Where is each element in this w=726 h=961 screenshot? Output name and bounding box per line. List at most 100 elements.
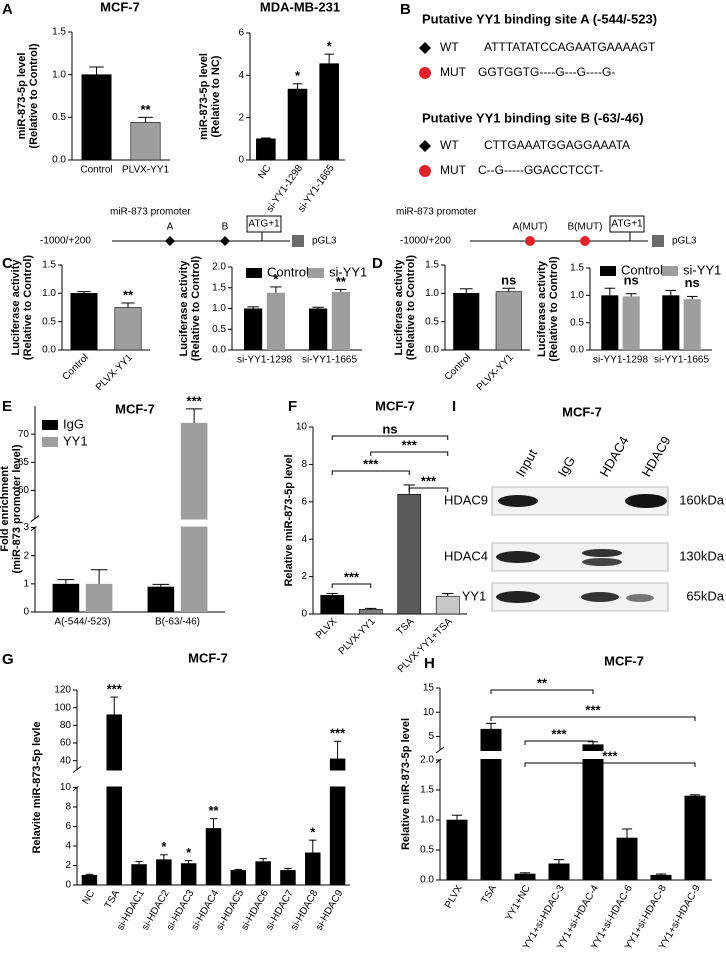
- y-tick-label: 0.5: [42, 316, 56, 327]
- lane-label: HDAC4: [597, 434, 632, 480]
- x-tick-label: si-YY1-1665: [654, 355, 709, 366]
- y-tick-label: 2.0: [420, 755, 434, 766]
- bar: [147, 586, 175, 612]
- vector-label: pGL3: [312, 236, 337, 247]
- bar: [130, 122, 161, 161]
- significance-label: *: [295, 68, 301, 83]
- legend-label: si-YY1: [329, 264, 367, 279]
- bar: [81, 74, 112, 161]
- row-label: WT: [440, 40, 459, 54]
- bar: [601, 295, 619, 350]
- panel-letter: E: [2, 398, 12, 415]
- bar: [287, 88, 308, 161]
- y-tick-label: 1.5: [425, 260, 439, 271]
- y-tick-label: 0.5: [52, 112, 66, 123]
- y-tick-label: 1.5: [570, 263, 584, 274]
- y-axis-label: Relative miR-873-5p level: [400, 718, 412, 850]
- bar: [305, 852, 321, 886]
- y-tick-label: 65: [18, 457, 30, 468]
- significance-label: *: [273, 271, 279, 286]
- legend-label: IgG: [63, 416, 84, 431]
- bar: [446, 819, 468, 881]
- y-tick-label: 0.5: [420, 845, 434, 856]
- axis-break: [72, 766, 82, 773]
- significance-label: **: [123, 287, 134, 302]
- y-tick-label: 1.5: [52, 27, 66, 38]
- y-tick-label: 8: [301, 459, 307, 470]
- x-tick-label: NC: [256, 163, 273, 181]
- x-tick-label: PLVX: [314, 616, 340, 642]
- chart-title: MCF-7: [604, 653, 644, 668]
- site-title: Putative YY1 binding site A (-544/-523): [422, 11, 657, 26]
- axis-break: [435, 746, 445, 754]
- size-label: 160kDa: [679, 492, 725, 507]
- significance-label: ns: [685, 275, 700, 290]
- y-tick-label: 0.5: [425, 316, 439, 327]
- bar: [358, 609, 383, 615]
- panel-letter: G: [2, 651, 14, 668]
- panel-letter: H: [424, 655, 435, 672]
- bar: [280, 870, 296, 886]
- mut-marker: [419, 67, 431, 79]
- comparison-label: ***: [585, 702, 601, 717]
- x-tick-label: PLVX-YY1: [94, 352, 135, 393]
- legend-label: YY1: [63, 433, 88, 448]
- site-marker: [220, 236, 230, 246]
- significance-label: *: [327, 39, 333, 54]
- y-tick-label: 1: [23, 578, 29, 589]
- sequence: CTTGAAATGGAGGAAATA: [484, 138, 630, 152]
- comparison-label: ***: [344, 569, 360, 584]
- y-tick-label: 1.0: [420, 815, 434, 826]
- panel-letter: D: [372, 255, 383, 272]
- comparison-label: ns: [382, 421, 397, 436]
- bar: [435, 595, 460, 615]
- chart-title: MCF-7: [188, 650, 228, 665]
- legend-label: Control: [621, 262, 663, 277]
- y-tick-label: 6: [238, 28, 244, 39]
- bar: [514, 873, 536, 881]
- x-tick-label: Control: [60, 352, 91, 383]
- y-axis-label: Luciferase activity: [10, 259, 22, 356]
- x-tick-label: PLVX-YY1: [122, 165, 169, 176]
- site-marker: [580, 236, 590, 246]
- panel-letter: I: [452, 398, 456, 415]
- bar: [320, 594, 345, 615]
- promoter-title: miR-873 promoter: [110, 207, 191, 218]
- comparison-label: **: [537, 675, 548, 690]
- y-tick-label: 1.5: [42, 260, 56, 271]
- x-tick-label: YY1+NC: [504, 883, 533, 922]
- protein-label: YY1: [462, 588, 487, 603]
- bar: [662, 295, 680, 350]
- y-axis-label: Relavite miR-873-5p levle: [31, 721, 43, 853]
- y-tick-label: 15: [423, 683, 435, 694]
- y-tick-label: 10: [296, 422, 308, 433]
- y-tick-label: 0: [238, 155, 244, 166]
- legend-swatch: [246, 268, 262, 278]
- y-axis-label: (Relative to NC): [210, 55, 222, 137]
- legend-swatch: [42, 420, 58, 430]
- y-tick-label: 0.5: [212, 324, 226, 335]
- bar: [319, 63, 339, 161]
- y-axis-label: (Relative to Control): [28, 43, 40, 148]
- x-tick-label: PLVX: [443, 883, 465, 910]
- bar: [114, 307, 142, 351]
- wt-marker: [419, 140, 431, 152]
- row-label: MUT: [440, 65, 467, 79]
- x-tick-label: A(-544/-523): [54, 617, 110, 628]
- protein-label: HDAC9: [444, 492, 488, 507]
- bar: [180, 863, 197, 886]
- bar: [397, 494, 422, 615]
- blot-title: MCF-7: [562, 404, 602, 419]
- y-tick-label: 60: [60, 738, 72, 749]
- site-label: B: [222, 222, 229, 233]
- y-tick-label: 1.0: [425, 288, 439, 299]
- y-axis-label: (Relative to Control): [190, 256, 202, 361]
- row-label: MUT: [440, 163, 467, 177]
- bar: [256, 138, 276, 161]
- y-tick-label: 0.0: [425, 345, 439, 356]
- y-tick-label: 4: [65, 841, 71, 852]
- comparison-bracket: [408, 487, 449, 492]
- x-tick-label: si-YY1-1665: [302, 355, 357, 366]
- x-tick-label: Control: [80, 165, 112, 176]
- bar: [205, 828, 222, 886]
